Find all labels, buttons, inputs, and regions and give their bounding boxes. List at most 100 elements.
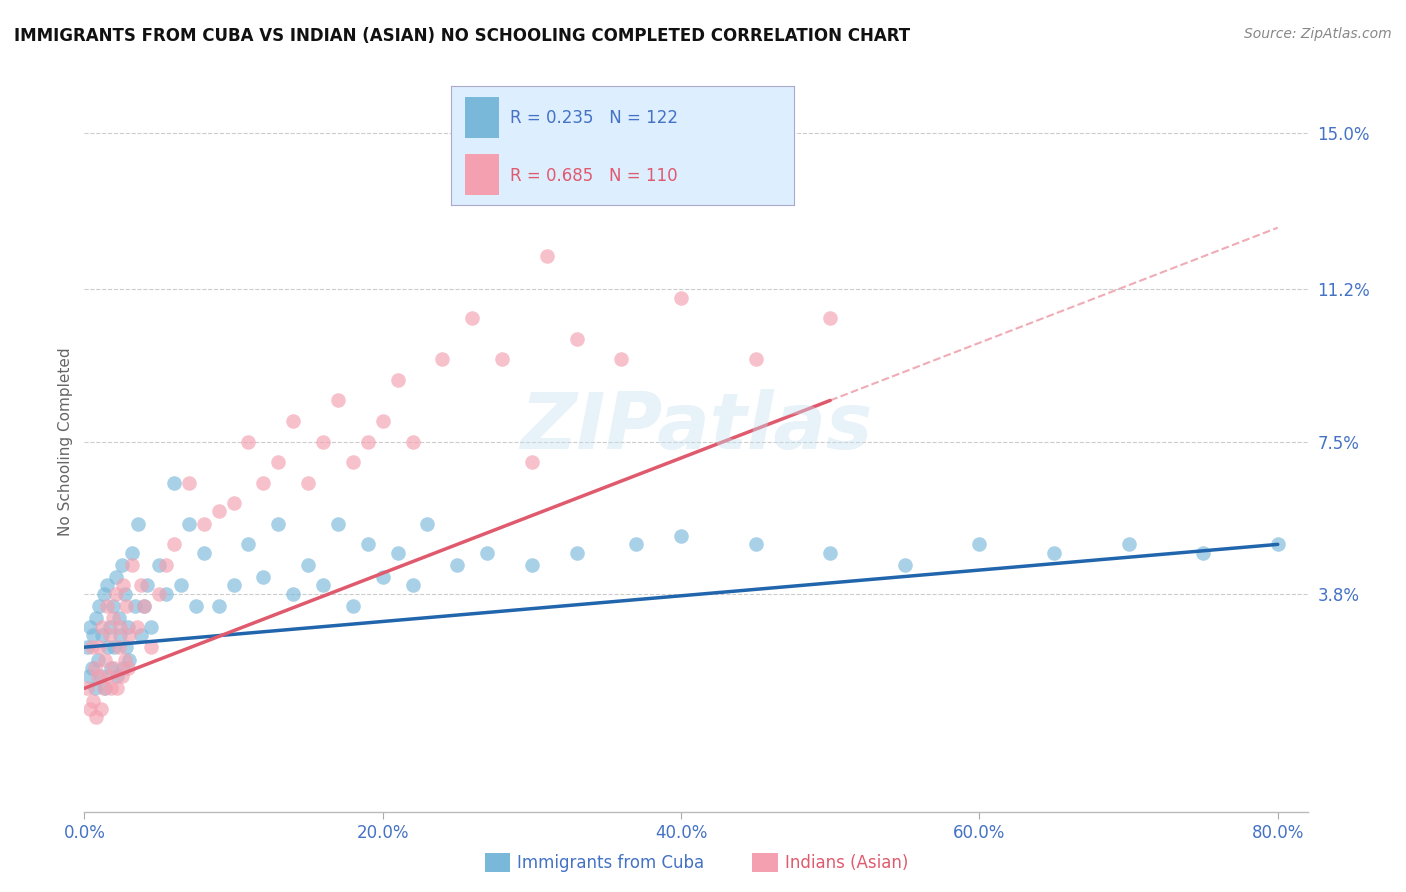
Point [252, 475, 274, 490]
Point [108, 620, 131, 634]
Point [82, 628, 104, 642]
Point [132, 599, 155, 613]
Point [115, 640, 138, 655]
Point [155, 558, 177, 572]
Point [267, 516, 290, 531]
Point [117, 620, 139, 634]
Point [111, 558, 134, 572]
Point [129, 578, 152, 592]
Point [80, 661, 103, 675]
Point [155, 587, 177, 601]
Point [1043, 546, 1066, 560]
Point [222, 578, 245, 592]
Point [432, 352, 454, 367]
Point [121, 546, 143, 560]
Point [461, 311, 484, 326]
Text: Immigrants from Cuba: Immigrants from Cuba [517, 854, 704, 871]
Point [89, 640, 111, 655]
Point [114, 652, 136, 666]
Point [84, 710, 107, 724]
Point [87, 652, 110, 666]
Point [98, 628, 121, 642]
Point [446, 558, 468, 572]
Point [96, 599, 118, 613]
Point [1118, 537, 1140, 551]
Text: Indians (Asian): Indians (Asian) [785, 854, 908, 871]
Point [207, 599, 229, 613]
Point [222, 496, 245, 510]
Point [283, 414, 305, 428]
Point [103, 640, 125, 655]
Point [112, 578, 135, 592]
Point [91, 620, 114, 634]
Point [357, 537, 380, 551]
Point [94, 681, 117, 696]
Point [894, 558, 917, 572]
Point [76, 681, 98, 696]
Point [238, 434, 260, 449]
Point [121, 558, 143, 572]
Point [163, 475, 186, 490]
Point [238, 537, 260, 551]
Point [90, 669, 112, 683]
Point [100, 661, 122, 675]
Point [107, 611, 129, 625]
Point [252, 570, 274, 584]
Point [520, 558, 543, 572]
Point [136, 578, 159, 592]
Point [818, 311, 841, 326]
Point [170, 578, 193, 592]
Point [357, 434, 380, 449]
Point [267, 455, 290, 469]
Point [326, 393, 349, 408]
Point [129, 628, 152, 642]
Point [387, 373, 409, 387]
Point [111, 669, 134, 683]
Point [83, 681, 105, 696]
Point [475, 546, 498, 560]
Point [148, 558, 170, 572]
Point [108, 628, 131, 642]
Point [193, 546, 215, 560]
Point [100, 681, 122, 696]
Point [297, 475, 319, 490]
Point [101, 611, 124, 625]
Point [83, 661, 105, 675]
Point [186, 599, 208, 613]
Point [141, 640, 163, 655]
Point [326, 516, 349, 531]
Point [77, 669, 100, 683]
Point [969, 537, 991, 551]
Point [1192, 546, 1215, 560]
Point [124, 599, 146, 613]
Point [79, 620, 101, 634]
Point [371, 570, 394, 584]
Point [97, 640, 120, 655]
Point [115, 599, 138, 613]
Point [177, 516, 200, 531]
Point [105, 669, 128, 683]
Point [127, 516, 149, 531]
Point [141, 620, 163, 634]
Point [491, 352, 513, 367]
Point [163, 537, 186, 551]
Point [401, 434, 423, 449]
Point [90, 702, 112, 716]
Point [91, 628, 114, 642]
Point [104, 587, 127, 601]
Point [101, 599, 124, 613]
Point [125, 620, 148, 634]
Point [82, 694, 104, 708]
Point [744, 352, 766, 367]
Point [626, 537, 648, 551]
Point [177, 475, 200, 490]
Point [87, 669, 110, 683]
Point [342, 599, 364, 613]
Point [80, 640, 103, 655]
Point [107, 640, 129, 655]
Point [97, 669, 120, 683]
Point [565, 546, 588, 560]
Point [104, 570, 127, 584]
Y-axis label: No Schooling Completed: No Schooling Completed [58, 347, 73, 536]
Point [669, 291, 692, 305]
